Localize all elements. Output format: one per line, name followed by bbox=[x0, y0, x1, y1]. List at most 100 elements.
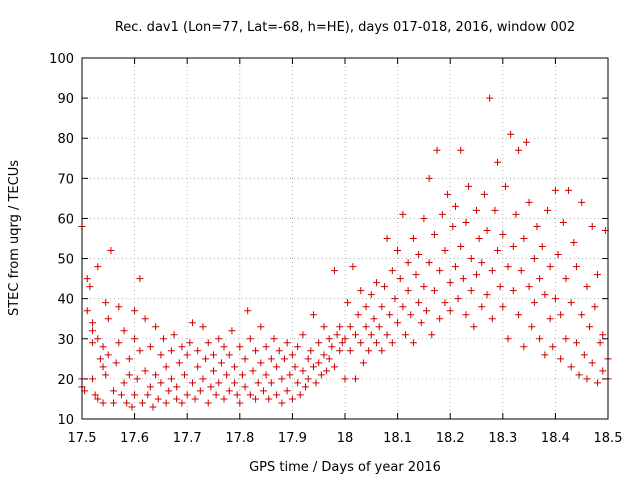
data-point bbox=[104, 315, 112, 323]
data-point bbox=[336, 323, 344, 331]
data-point bbox=[346, 323, 354, 331]
data-point bbox=[394, 247, 402, 255]
data-point bbox=[462, 218, 470, 226]
data-point bbox=[183, 391, 191, 399]
data-point bbox=[525, 283, 533, 291]
x-tick-label: 17.9 bbox=[278, 431, 307, 446]
data-point bbox=[494, 158, 502, 166]
data-point bbox=[591, 303, 599, 311]
data-point bbox=[457, 243, 465, 251]
data-point bbox=[207, 383, 215, 391]
data-point bbox=[509, 243, 517, 251]
data-point bbox=[541, 351, 549, 359]
data-point bbox=[462, 311, 470, 319]
data-point bbox=[599, 331, 607, 339]
data-point bbox=[283, 387, 291, 395]
data-point bbox=[467, 287, 475, 295]
data-point bbox=[112, 359, 120, 367]
data-point bbox=[365, 347, 373, 355]
data-point bbox=[328, 343, 336, 351]
x-tick-label: 17.5 bbox=[68, 431, 97, 446]
data-point bbox=[125, 371, 133, 379]
data-point bbox=[199, 375, 207, 383]
data-point bbox=[515, 311, 523, 319]
data-point bbox=[115, 303, 123, 311]
data-point bbox=[362, 303, 370, 311]
data-point bbox=[488, 267, 496, 275]
data-point bbox=[359, 359, 367, 367]
data-point bbox=[270, 335, 278, 343]
y-tick-label: 60 bbox=[57, 212, 74, 227]
data-point bbox=[425, 259, 433, 267]
data-point bbox=[162, 363, 170, 371]
data-point bbox=[470, 323, 478, 331]
y-tick-label: 10 bbox=[57, 413, 74, 428]
data-point bbox=[357, 287, 365, 295]
data-point bbox=[194, 363, 202, 371]
data-point bbox=[102, 371, 110, 379]
data-point bbox=[210, 367, 217, 375]
data-point bbox=[181, 371, 189, 379]
data-point bbox=[323, 367, 331, 375]
data-point bbox=[110, 387, 118, 395]
data-point bbox=[152, 323, 160, 331]
data-point bbox=[557, 311, 565, 319]
data-point bbox=[378, 303, 386, 311]
data-point bbox=[588, 222, 596, 230]
data-point bbox=[362, 323, 370, 331]
data-point bbox=[373, 279, 381, 287]
data-point bbox=[525, 198, 533, 206]
data-point bbox=[188, 379, 196, 387]
data-point bbox=[517, 267, 525, 275]
data-point bbox=[586, 323, 594, 331]
data-point bbox=[141, 367, 149, 375]
data-point bbox=[399, 210, 407, 218]
data-point bbox=[286, 371, 294, 379]
data-point bbox=[128, 403, 136, 411]
data-point bbox=[231, 379, 239, 387]
data-point bbox=[415, 251, 423, 259]
data-point bbox=[249, 367, 257, 375]
data-point bbox=[152, 371, 160, 379]
data-point bbox=[417, 319, 425, 327]
data-point bbox=[252, 395, 260, 403]
data-point bbox=[370, 315, 378, 323]
data-point bbox=[344, 299, 352, 307]
data-point bbox=[265, 395, 273, 403]
data-point bbox=[396, 275, 404, 283]
data-point bbox=[291, 363, 299, 371]
data-point bbox=[136, 347, 144, 355]
data-point bbox=[551, 295, 559, 303]
data-point bbox=[380, 283, 388, 291]
data-point bbox=[236, 343, 244, 351]
data-point bbox=[538, 243, 546, 251]
data-point bbox=[178, 343, 186, 351]
data-point bbox=[520, 235, 528, 242]
data-point bbox=[391, 295, 399, 303]
data-point bbox=[157, 351, 165, 359]
data-point bbox=[583, 283, 591, 291]
data-point bbox=[167, 347, 175, 355]
data-point bbox=[465, 182, 473, 190]
data-point bbox=[288, 395, 296, 403]
data-point bbox=[373, 339, 381, 347]
data-point bbox=[315, 339, 323, 347]
data-point bbox=[428, 331, 436, 339]
data-point bbox=[131, 335, 139, 343]
data-point bbox=[528, 323, 536, 331]
data-point bbox=[83, 307, 91, 315]
data-point bbox=[102, 299, 110, 307]
data-point bbox=[296, 391, 304, 399]
data-point bbox=[96, 355, 104, 363]
data-point bbox=[215, 335, 223, 343]
data-point bbox=[94, 395, 102, 403]
data-point bbox=[504, 335, 512, 343]
data-point bbox=[562, 335, 570, 343]
data-point bbox=[99, 343, 107, 351]
data-point bbox=[562, 275, 570, 283]
data-point bbox=[483, 226, 491, 234]
data-point bbox=[312, 379, 320, 387]
data-point bbox=[278, 375, 286, 383]
x-tick-label: 18.2 bbox=[436, 431, 465, 446]
